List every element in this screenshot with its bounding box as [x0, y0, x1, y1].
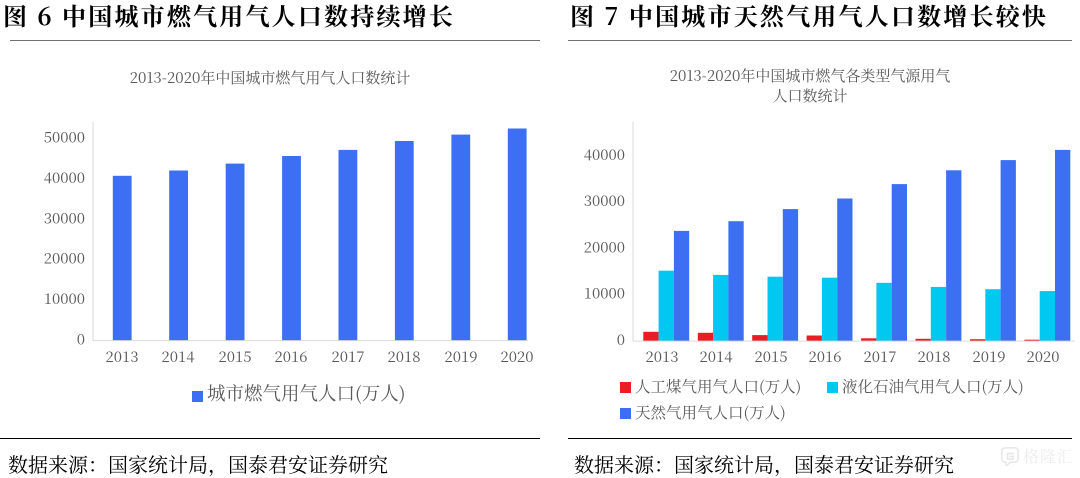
svg-text:2019: 2019: [972, 346, 1005, 367]
svg-text:40000: 40000: [584, 144, 625, 165]
svg-text:2017: 2017: [331, 346, 364, 367]
svg-text:城市燃气用气人口(万人): 城市燃气用气人口(万人): [207, 380, 405, 406]
svg-text:0: 0: [617, 329, 625, 350]
svg-text:2017: 2017: [863, 346, 896, 367]
svg-text:2020: 2020: [500, 346, 533, 367]
svg-text:2013: 2013: [645, 346, 678, 367]
svg-text:2014: 2014: [699, 346, 732, 367]
svg-text:2013: 2013: [105, 346, 138, 367]
svg-text:人工煤气用气人口(万人): 人工煤气用气人口(万人): [635, 375, 801, 397]
svg-text:10000: 10000: [44, 288, 85, 309]
svg-text:2016: 2016: [808, 346, 841, 367]
svg-text:2019: 2019: [444, 346, 477, 367]
svg-text:10000: 10000: [584, 283, 625, 304]
svg-text:2018: 2018: [387, 346, 420, 367]
svg-text:20000: 20000: [584, 236, 625, 257]
svg-text:30000: 30000: [44, 207, 85, 228]
svg-text:30000: 30000: [584, 190, 625, 211]
svg-text:2016: 2016: [274, 346, 307, 367]
svg-text:0: 0: [77, 328, 85, 349]
svg-text:液化石油气用气人口(万人): 液化石油气用气人口(万人): [842, 375, 1024, 397]
svg-text:2014: 2014: [161, 346, 194, 367]
svg-text:天然气用气人口(万人): 天然气用气人口(万人): [635, 401, 786, 423]
svg-text:40000: 40000: [44, 167, 85, 188]
svg-text:2015: 2015: [754, 346, 787, 367]
svg-text:2015: 2015: [218, 346, 251, 367]
svg-text:50000: 50000: [44, 126, 85, 147]
svg-text:2018: 2018: [917, 346, 950, 367]
svg-text:2020: 2020: [1026, 346, 1059, 367]
svg-text:20000: 20000: [44, 248, 85, 269]
